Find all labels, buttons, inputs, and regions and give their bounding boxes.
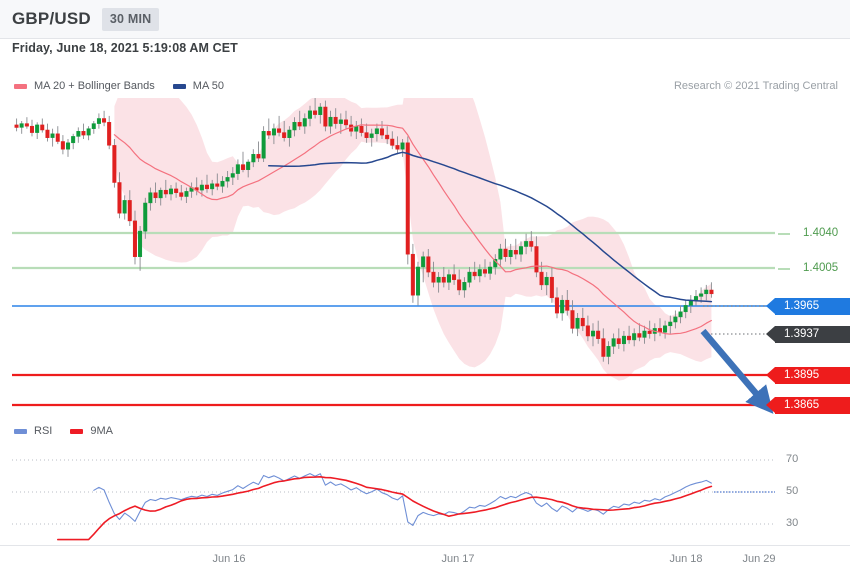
rsi-9ma-line xyxy=(56,475,713,541)
price-level-1.4005: 1.4005 xyxy=(803,262,839,274)
tag-pointer-icon xyxy=(766,396,775,413)
time-axis-tick: Jun 16 xyxy=(212,553,246,565)
price-level-1.3865: 1.3865 xyxy=(775,396,850,414)
ma50-line xyxy=(268,151,713,303)
bearish-forecast-arrow xyxy=(700,328,774,414)
legend-label: MA 50 xyxy=(192,80,224,92)
price-legend: MA 20 + Bollinger Bands MA 50 xyxy=(14,80,242,92)
line-swatch-icon xyxy=(14,428,27,434)
price-level-1.3895: 1.3895 xyxy=(775,366,850,384)
research-credit: Research © 2021 Trading Central xyxy=(673,80,838,92)
level-tick xyxy=(778,268,790,270)
rsi-level-30: 30 xyxy=(786,517,799,529)
price-chart-svg xyxy=(12,98,775,414)
price-level-1.3937: 1.3937 xyxy=(775,325,850,343)
candlestick-series xyxy=(14,98,714,365)
line-swatch-icon xyxy=(172,83,186,89)
leader-dotted-lines xyxy=(703,305,775,335)
rsi-level-50: 50 xyxy=(786,485,799,497)
quote-timestamp: Friday, June 18, 2021 5:19:08 AM CET xyxy=(12,41,238,55)
legend-item-ma50[interactable]: MA 50 xyxy=(172,80,224,92)
time-axis-tick: Jun 18 xyxy=(669,553,703,565)
legend-label: MA 20 + Bollinger Bands xyxy=(34,80,155,92)
rsi-gridlines xyxy=(12,459,775,525)
legend-item-9ma[interactable]: 9MA xyxy=(70,425,113,437)
tag-pointer-icon xyxy=(766,325,775,342)
rsi-level-70: 70 xyxy=(786,453,799,465)
legend-label: 9MA xyxy=(90,425,113,437)
rsi-chart-pane[interactable] xyxy=(0,440,850,545)
bollinger-band-fill xyxy=(114,98,712,381)
price-level-1.3965: 1.3965 xyxy=(775,297,850,315)
rsi-chart-svg xyxy=(12,459,775,541)
tag-pointer-icon xyxy=(766,297,775,314)
rsi-legend: RSI 9MA xyxy=(14,425,131,437)
time-axis-tick: Jun 17 xyxy=(441,553,475,565)
page-title: GBP/USD xyxy=(12,9,91,28)
legend-item-ma20[interactable]: MA 20 + Bollinger Bands xyxy=(14,80,155,92)
tag-pointer-icon xyxy=(766,366,775,383)
horizontal-level-lines xyxy=(12,231,775,407)
level-tick xyxy=(778,233,790,235)
price-level-1.4040: 1.4040 xyxy=(803,227,839,239)
chart-header: GBP/USD 30 MIN xyxy=(0,0,850,39)
line-swatch-icon xyxy=(70,428,84,434)
time-axis: Jun 16 Jun 17 Jun 18 Jun 29 xyxy=(0,545,850,577)
ma20-line xyxy=(113,124,713,335)
legend-item-rsi[interactable]: RSI xyxy=(14,425,52,437)
timeframe-badge[interactable]: 30 MIN xyxy=(101,7,160,31)
price-chart-pane[interactable] xyxy=(0,98,850,418)
legend-label: RSI xyxy=(34,425,53,437)
time-axis-tick: Jun 29 xyxy=(742,553,776,565)
line-swatch-icon xyxy=(14,83,27,89)
